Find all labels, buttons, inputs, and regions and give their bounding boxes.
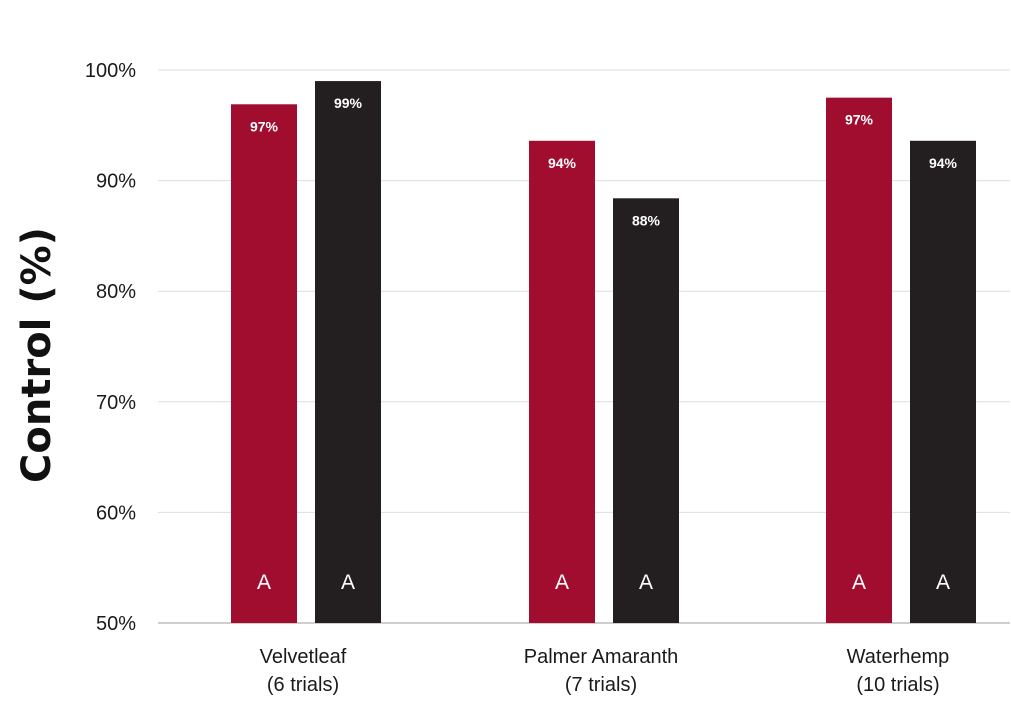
y-tick-label: 60% bbox=[96, 502, 136, 524]
bar bbox=[315, 81, 381, 623]
bars bbox=[231, 81, 976, 623]
y-tick-label: 100% bbox=[85, 60, 136, 82]
x-tick-label: (7 trials) bbox=[565, 674, 637, 696]
bar-significance-letter: A bbox=[555, 571, 569, 594]
x-axis-ticks: Velvetleaf (6 trials) Palmer Amaranth (7 tr… bbox=[260, 646, 950, 696]
y-axis-label: Control (%) bbox=[14, 227, 60, 483]
bar-significance-letter: A bbox=[639, 571, 653, 594]
y-tick-label: 70% bbox=[96, 392, 136, 414]
x-tick-label: Velvetleaf bbox=[260, 646, 347, 668]
bar-value-label: 94% bbox=[548, 155, 577, 171]
x-tick-label: (6 trials) bbox=[267, 674, 339, 696]
bar-labels: 97% A 94% A 97% A 99% A 88% A 94% A bbox=[250, 95, 958, 594]
bar bbox=[910, 140, 976, 623]
x-tick-label: Waterhemp bbox=[847, 646, 950, 668]
bar-value-label: 97% bbox=[845, 112, 874, 128]
y-tick-label: 90% bbox=[96, 171, 136, 193]
y-axis-ticks: 50% 60% 70% 80% 90% 100% bbox=[85, 60, 136, 635]
bar-value-label: 94% bbox=[929, 155, 958, 171]
bar-significance-letter: A bbox=[936, 571, 950, 594]
y-tick-label: 50% bbox=[96, 613, 136, 635]
bar-value-label: 99% bbox=[334, 95, 363, 111]
y-tick-label: 80% bbox=[96, 281, 136, 303]
bar-significance-letter: A bbox=[341, 571, 355, 594]
bar bbox=[231, 104, 297, 623]
bar-significance-letter: A bbox=[852, 571, 866, 594]
bar bbox=[613, 198, 679, 623]
bar bbox=[529, 140, 595, 623]
bar-significance-letter: A bbox=[257, 571, 271, 594]
x-tick-label: (10 trials) bbox=[856, 674, 939, 696]
bar-value-label: 97% bbox=[250, 118, 279, 134]
bar bbox=[826, 97, 892, 623]
bar-value-label: 88% bbox=[632, 212, 661, 228]
x-tick-label: Palmer Amaranth bbox=[524, 646, 679, 668]
